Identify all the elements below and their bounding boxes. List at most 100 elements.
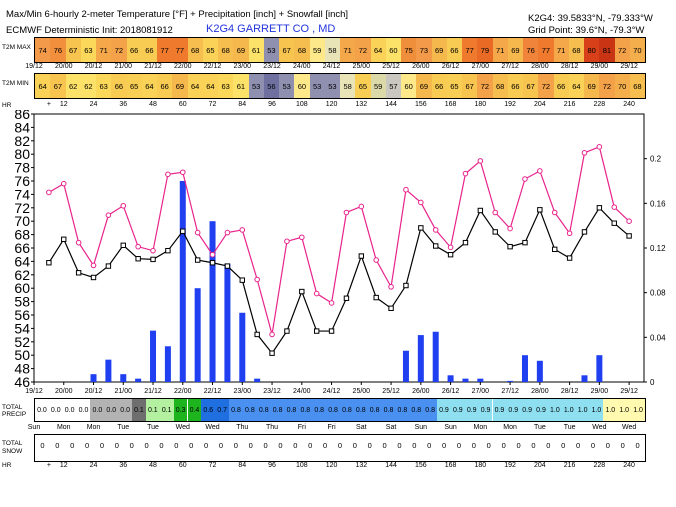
min-temp-point [626, 233, 632, 239]
min-temp-cell: 67 [523, 74, 539, 98]
precip-cell: 0.0 [62, 399, 77, 421]
precip-cell: 0.9 [534, 399, 548, 421]
date-tick: 24/12 [322, 63, 341, 70]
max-temp-cell: 72 [355, 38, 371, 62]
precip-cell: 0.8 [229, 399, 243, 421]
precip-bar [521, 355, 528, 382]
max-temp-cell: 67 [65, 38, 81, 62]
min-temp-cell: 64 [35, 74, 51, 98]
date-tick: 27/12 [501, 63, 519, 70]
x-tick-label: 26/12 [442, 388, 460, 395]
y-tick-label: 68 [14, 227, 30, 243]
x-tick-label: 27/00 [472, 388, 490, 395]
precip-bar [209, 221, 216, 382]
hour-tick: 24 [89, 101, 98, 108]
day-tick: Sat [385, 424, 397, 431]
max-temp-point [284, 238, 290, 245]
min-temp-cell: 66 [157, 74, 173, 98]
precip-cell: 0.8 [353, 399, 368, 421]
max-temp-point [60, 180, 67, 187]
min-temp-cell: 69 [416, 74, 432, 98]
max-temp-point [596, 144, 603, 150]
min-temp-cell: 65 [355, 74, 371, 98]
precip-cell: 0.1 [159, 399, 174, 421]
hour-tick: 60 [178, 101, 187, 108]
precip-bar [135, 378, 142, 382]
precip-bar [417, 335, 424, 382]
min-temp-cell: 53 [324, 74, 340, 98]
snow-cell: 0 [397, 441, 402, 450]
max-temp-point [135, 243, 141, 250]
precip-cell: 0.8 [312, 399, 327, 421]
max-temp-cell: 81 [599, 38, 615, 62]
precip-bar [105, 359, 112, 382]
snow-cell: 0 [367, 441, 372, 450]
min-temp-cell: 68 [492, 74, 508, 98]
y-tick-label: 60 [14, 280, 30, 296]
precip-bar [432, 331, 439, 382]
precip-cell: 0.8 [423, 399, 438, 421]
y-tick-label: 58 [14, 294, 30, 310]
hr-label-bottom: HR [2, 462, 12, 469]
hour-tick: 132 [355, 101, 368, 108]
max-temp-cell: 71 [492, 38, 508, 62]
hour-tick: 60 [178, 462, 187, 469]
date-tick: 20/12 [84, 63, 103, 70]
max-temp-point [373, 257, 379, 263]
y-tick-label: 56 [14, 307, 30, 323]
date-tick: 22/12 [203, 63, 222, 70]
y-tick-label: 80 [14, 146, 30, 162]
hour-tick: 84 [238, 101, 247, 108]
snow-cell: 0 [204, 441, 209, 450]
date-tick: 22/00 [174, 63, 192, 70]
x-tick-label: 22/00 [174, 388, 192, 395]
y-tick-label: 48 [14, 361, 30, 377]
min-temp-point [611, 220, 617, 226]
chart-title: Max/Min 6-hourly 2-meter Temperature [°F… [6, 9, 349, 20]
min-temp-point [90, 274, 97, 281]
hour-tick: 180 [474, 101, 487, 108]
max-temp-cell: 59 [309, 38, 325, 62]
min-temp-point [120, 242, 126, 249]
precip-cell: 0.8 [395, 399, 410, 421]
min-temp-point [135, 256, 141, 262]
min-temp-point [343, 295, 350, 301]
hour-tick: 216 [563, 462, 576, 469]
y-tick-label: 82 [14, 133, 30, 149]
min-temp-point [194, 257, 201, 263]
min-temp-cell: 69 [584, 74, 600, 98]
x-tick-label: 28/12 [561, 388, 579, 395]
hour-tick: 156 [414, 462, 427, 469]
snow-cell: 0 [486, 441, 491, 450]
precip-bar [239, 312, 246, 382]
min-temp-cell: 67 [50, 74, 66, 98]
y-tick-label: 62 [14, 267, 30, 283]
precip-cell: 1.0 [617, 399, 632, 421]
date-tick: 24/00 [293, 63, 311, 70]
y2-tick-label: 0.08 [650, 289, 666, 298]
t2m-min-label: T2M MIN [2, 80, 29, 87]
min-temp-cell: 62 [65, 74, 81, 98]
min-temp-cell: 56 [263, 74, 279, 98]
max-temp-point [343, 209, 350, 216]
hour-tick: 120 [325, 462, 338, 469]
min-temp-point [433, 243, 439, 249]
max-temp-point [328, 300, 335, 306]
max-temp-cell: 53 [263, 38, 279, 62]
day-tick: Tue [117, 424, 130, 431]
max-temp-point [90, 262, 97, 269]
max-temp-cell: 64 [370, 38, 386, 62]
hour-tick: 168 [444, 101, 457, 108]
max-temp-cell: 69 [507, 38, 523, 62]
day-tick: Tue [147, 424, 159, 431]
min-temp-point [388, 305, 394, 312]
hour-tick: 108 [295, 101, 308, 108]
snow-cell: 0 [471, 441, 476, 450]
y-tick-label: 74 [14, 186, 30, 202]
precip-cell: 0.9 [437, 399, 451, 421]
precip-cell: 1.0 [575, 399, 590, 421]
day-tick: Wed [175, 424, 190, 431]
max-temp-point [507, 225, 513, 232]
min-temp-cell: 68 [629, 74, 645, 98]
